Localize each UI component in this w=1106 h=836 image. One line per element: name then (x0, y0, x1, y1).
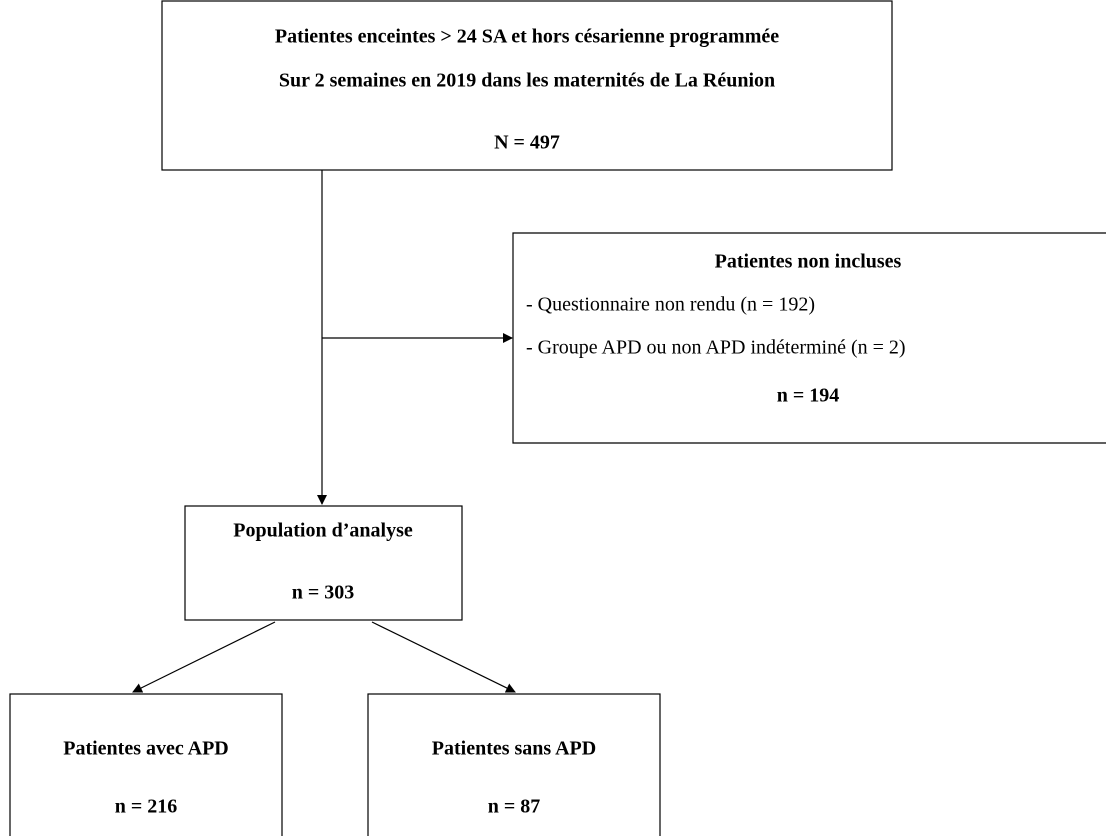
box-text: Population d’analyse (233, 520, 413, 542)
box-item: - Questionnaire non rendu (n = 192) (526, 294, 815, 316)
box-total: n = 194 (777, 385, 840, 407)
box (161, 0, 893, 171)
box-text: Patientes enceintes > 24 SA et hors césa… (275, 26, 779, 48)
box (367, 693, 661, 836)
box-text: n = 303 (292, 582, 355, 604)
box-title: Patientes non incluses (715, 251, 902, 273)
box (184, 505, 463, 621)
box-item: - Groupe APD ou non APD indéterminé (n =… (526, 337, 906, 359)
box-text: N = 497 (494, 132, 560, 154)
arrow (371, 621, 516, 693)
box-text: n = 216 (115, 796, 178, 818)
box (9, 693, 283, 836)
box-text: Sur 2 semaines en 2019 dans les maternit… (279, 70, 775, 92)
box-text: n = 87 (488, 796, 541, 818)
box-text: Patientes sans APD (432, 738, 596, 760)
box-text: Patientes avec APD (63, 738, 229, 760)
box (512, 232, 1106, 444)
arrow (132, 621, 276, 693)
